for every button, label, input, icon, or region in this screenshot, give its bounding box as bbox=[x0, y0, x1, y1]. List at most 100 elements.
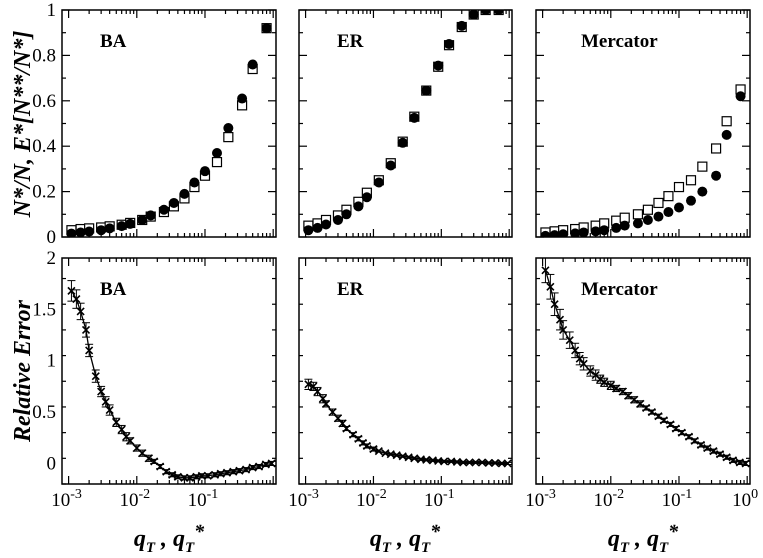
xlabel-sup2: * bbox=[668, 521, 679, 543]
marker-x bbox=[684, 432, 694, 441]
x-tick-base: 10 bbox=[288, 490, 307, 511]
xlabel-q2: q bbox=[409, 526, 421, 552]
y-axis-title-top: N*/N, E*[N**/N*] bbox=[10, 31, 36, 219]
marker-x bbox=[666, 420, 675, 429]
marker-x bbox=[235, 466, 244, 475]
y-tick-label: 0 bbox=[47, 453, 57, 474]
marker-filled-circle bbox=[332, 214, 343, 225]
y-tick-label: 0.6 bbox=[32, 91, 56, 112]
marker-open-square bbox=[721, 116, 732, 127]
marker-x bbox=[654, 412, 663, 421]
marker-filled-circle bbox=[125, 218, 136, 229]
xlabel-sub2: T bbox=[659, 540, 669, 556]
data-layer bbox=[304, 378, 512, 468]
x-tick-base: 10 bbox=[51, 490, 70, 511]
x-tick-base: 10 bbox=[188, 490, 207, 511]
marker-filled-circle bbox=[211, 148, 222, 159]
x-tick-exponent: -3 bbox=[307, 487, 319, 502]
x-tick-exponent: -2 bbox=[138, 487, 150, 502]
marker-filled-circle bbox=[558, 229, 569, 237]
y-tick-label: 0.4 bbox=[32, 136, 56, 157]
marker-filled-circle bbox=[409, 112, 420, 123]
marker-x bbox=[410, 454, 419, 463]
marker-filled-circle bbox=[247, 59, 258, 70]
marker-open-square bbox=[223, 132, 234, 143]
marker-filled-circle bbox=[237, 93, 248, 104]
marker-filled-circle bbox=[540, 230, 551, 237]
marker-filled-circle bbox=[312, 222, 323, 233]
marker-filled-circle bbox=[468, 10, 479, 20]
marker-x bbox=[138, 449, 147, 458]
y-tick-label: 1 bbox=[47, 351, 57, 372]
marker-x bbox=[72, 295, 81, 304]
marker-filled-circle bbox=[373, 177, 384, 188]
marker-filled-circle bbox=[179, 188, 190, 199]
marker-x bbox=[741, 459, 750, 468]
marker-filled-circle bbox=[75, 227, 86, 237]
marker-x bbox=[374, 447, 383, 456]
marker-x bbox=[459, 458, 468, 467]
marker-x bbox=[85, 346, 94, 355]
marker-filled-circle bbox=[685, 195, 696, 206]
marker-x bbox=[636, 399, 645, 408]
x-tick-exponent: -3 bbox=[70, 487, 82, 502]
xlabel-sub1: T bbox=[382, 540, 392, 556]
xlabel-sup2: * bbox=[194, 521, 205, 543]
marker-x bbox=[630, 395, 639, 404]
xlabel-sup2: * bbox=[430, 521, 441, 543]
xlabel-q2: q bbox=[173, 526, 185, 552]
marker-x bbox=[541, 266, 550, 275]
marker-filled-circle bbox=[549, 230, 560, 237]
marker-filled-circle bbox=[619, 220, 630, 231]
x-tick-exponent: 0 bbox=[751, 487, 758, 502]
x-tick-exponent: -1 bbox=[207, 487, 219, 502]
marker-x bbox=[559, 325, 568, 334]
panel-top-Mercator: Mercator bbox=[535, 9, 751, 238]
marker-x bbox=[647, 408, 656, 417]
x-tick-exponent: -1 bbox=[681, 487, 693, 502]
marker-x bbox=[600, 378, 609, 387]
marker-x bbox=[612, 384, 621, 393]
marker-filled-circle bbox=[321, 219, 332, 230]
marker-x bbox=[575, 354, 584, 363]
marker-filled-circle bbox=[663, 207, 674, 218]
marker-filled-circle bbox=[261, 23, 272, 34]
panel-title: ER bbox=[337, 279, 364, 300]
xlabel-sub1: T bbox=[620, 540, 630, 556]
x-tick-exponent: -3 bbox=[544, 487, 556, 502]
marker-filled-circle bbox=[642, 214, 653, 225]
marker-x bbox=[546, 282, 555, 291]
x-tick-label: 10-2 bbox=[119, 487, 150, 511]
y-tick-label: 0 bbox=[47, 227, 57, 248]
marker-filled-circle bbox=[168, 197, 179, 208]
marker-filled-circle bbox=[653, 211, 664, 222]
marker-x bbox=[571, 346, 580, 355]
marker-open-square bbox=[663, 191, 674, 202]
marker-filled-circle bbox=[341, 209, 352, 220]
marker-x bbox=[267, 459, 276, 468]
marker-x bbox=[503, 459, 512, 468]
marker-x bbox=[222, 468, 232, 477]
xlabel-q1: q bbox=[370, 526, 382, 552]
xlabel-q2: q bbox=[647, 526, 659, 552]
marker-x bbox=[248, 463, 257, 472]
y-tick-label: 1.5 bbox=[32, 299, 56, 320]
marker-filled-circle bbox=[199, 166, 210, 177]
marker-filled-circle bbox=[104, 223, 115, 234]
marker-x bbox=[478, 458, 487, 467]
marker-x bbox=[105, 405, 114, 415]
xlabel-sep: , bbox=[629, 526, 647, 552]
panel-top-BA: 0 0.2 0.4 0.6 0.8 1 BA bbox=[32, 0, 277, 248]
panel-top-ER: ER bbox=[298, 9, 513, 238]
marker-filled-circle bbox=[599, 225, 610, 236]
data-layer bbox=[540, 84, 746, 237]
marker-x bbox=[440, 457, 449, 466]
marker-x bbox=[715, 450, 725, 459]
x-tick-label: 10-2 bbox=[356, 487, 387, 511]
x-tick-base: 10 bbox=[593, 490, 612, 511]
panel-title: Mercator bbox=[581, 31, 658, 52]
marker-x bbox=[471, 458, 480, 467]
marker-x bbox=[618, 387, 627, 396]
